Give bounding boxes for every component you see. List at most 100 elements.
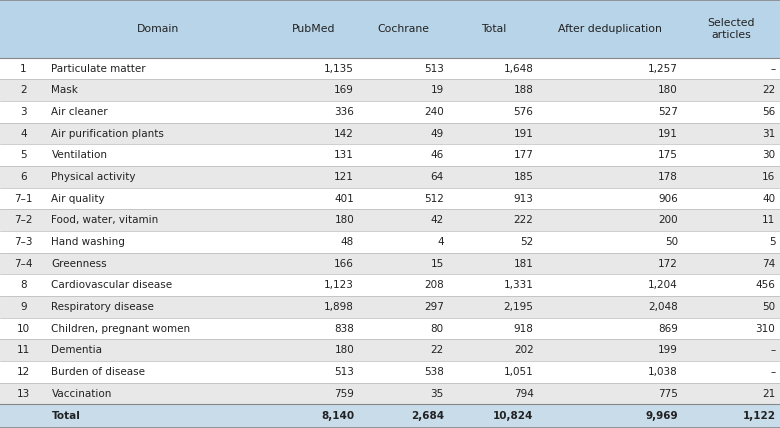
Bar <box>682 0 780 58</box>
Text: Children, pregnant women: Children, pregnant women <box>51 324 190 333</box>
Text: 1,051: 1,051 <box>504 367 534 377</box>
Bar <box>0 404 47 428</box>
Text: 4: 4 <box>20 129 27 139</box>
Text: Hand washing: Hand washing <box>51 237 126 247</box>
Bar <box>538 318 682 339</box>
Text: 22: 22 <box>762 85 775 95</box>
Bar <box>538 80 682 101</box>
Text: 794: 794 <box>514 389 534 398</box>
Bar <box>269 404 359 428</box>
Bar <box>448 101 538 123</box>
Text: 74: 74 <box>762 259 775 269</box>
Text: 22: 22 <box>431 345 444 355</box>
Bar <box>448 296 538 318</box>
Text: 2,684: 2,684 <box>411 411 444 421</box>
Bar <box>448 209 538 231</box>
Text: 49: 49 <box>431 129 444 139</box>
Text: Air cleaner: Air cleaner <box>51 107 108 117</box>
Text: 512: 512 <box>424 193 444 204</box>
Bar <box>47 166 269 188</box>
Text: 19: 19 <box>431 85 444 95</box>
Text: 191: 191 <box>514 129 534 139</box>
Bar <box>359 253 448 274</box>
Bar <box>448 339 538 361</box>
Text: 40: 40 <box>762 193 775 204</box>
Text: Particulate matter: Particulate matter <box>51 64 146 74</box>
Text: 172: 172 <box>658 259 678 269</box>
Text: 31: 31 <box>762 129 775 139</box>
Text: 1,135: 1,135 <box>324 64 354 74</box>
Bar <box>682 101 780 123</box>
Bar <box>448 361 538 383</box>
Bar <box>448 58 538 80</box>
Bar <box>47 231 269 253</box>
Text: 181: 181 <box>514 259 534 269</box>
Text: Vaccination: Vaccination <box>51 389 112 398</box>
Bar <box>0 58 47 80</box>
Text: Domain: Domain <box>136 24 179 34</box>
Bar <box>0 253 47 274</box>
Text: 208: 208 <box>424 280 444 290</box>
Bar <box>538 188 682 209</box>
Text: 50: 50 <box>665 237 678 247</box>
Bar <box>47 318 269 339</box>
Text: 456: 456 <box>756 280 775 290</box>
Bar <box>448 166 538 188</box>
Bar <box>269 145 359 166</box>
Text: Air purification plants: Air purification plants <box>51 129 165 139</box>
Text: Total: Total <box>480 24 506 34</box>
Bar <box>359 231 448 253</box>
Text: Respiratory disease: Respiratory disease <box>51 302 154 312</box>
Bar <box>269 318 359 339</box>
Text: 175: 175 <box>658 150 678 160</box>
Text: 8,140: 8,140 <box>321 411 354 421</box>
Text: –: – <box>770 367 775 377</box>
Bar <box>448 0 538 58</box>
Bar <box>0 188 47 209</box>
Text: 913: 913 <box>514 193 534 204</box>
Text: 4: 4 <box>438 237 444 247</box>
Text: 178: 178 <box>658 172 678 182</box>
Bar <box>538 274 682 296</box>
Text: 52: 52 <box>520 237 534 247</box>
Bar <box>0 361 47 383</box>
Text: 7–4: 7–4 <box>14 259 33 269</box>
Text: 121: 121 <box>335 172 354 182</box>
Bar <box>538 383 682 404</box>
Bar <box>359 166 448 188</box>
Text: 1,257: 1,257 <box>648 64 678 74</box>
Bar <box>47 80 269 101</box>
Text: 13: 13 <box>17 389 30 398</box>
Text: 513: 513 <box>424 64 444 74</box>
Text: 838: 838 <box>335 324 354 333</box>
Text: Selected
articles: Selected articles <box>707 18 755 40</box>
Bar <box>538 253 682 274</box>
Text: Burden of disease: Burden of disease <box>51 367 146 377</box>
Text: 185: 185 <box>514 172 534 182</box>
Bar <box>538 361 682 383</box>
Bar <box>359 145 448 166</box>
Text: 10: 10 <box>17 324 30 333</box>
Text: 12: 12 <box>17 367 30 377</box>
Bar <box>682 80 780 101</box>
Text: 21: 21 <box>762 389 775 398</box>
Bar <box>47 383 269 404</box>
Bar <box>448 318 538 339</box>
Bar <box>682 253 780 274</box>
Text: Cardiovascular disease: Cardiovascular disease <box>51 280 172 290</box>
Bar <box>269 296 359 318</box>
Text: 1,038: 1,038 <box>648 367 678 377</box>
Text: PubMed: PubMed <box>292 24 335 34</box>
Text: 869: 869 <box>658 324 678 333</box>
Bar <box>359 274 448 296</box>
Text: 180: 180 <box>335 345 354 355</box>
Text: 9: 9 <box>20 302 27 312</box>
Bar <box>538 0 682 58</box>
Bar <box>448 80 538 101</box>
Bar <box>0 101 47 123</box>
Text: 918: 918 <box>514 324 534 333</box>
Text: 1,648: 1,648 <box>504 64 534 74</box>
Text: 1,898: 1,898 <box>324 302 354 312</box>
Bar <box>682 209 780 231</box>
Bar <box>269 80 359 101</box>
